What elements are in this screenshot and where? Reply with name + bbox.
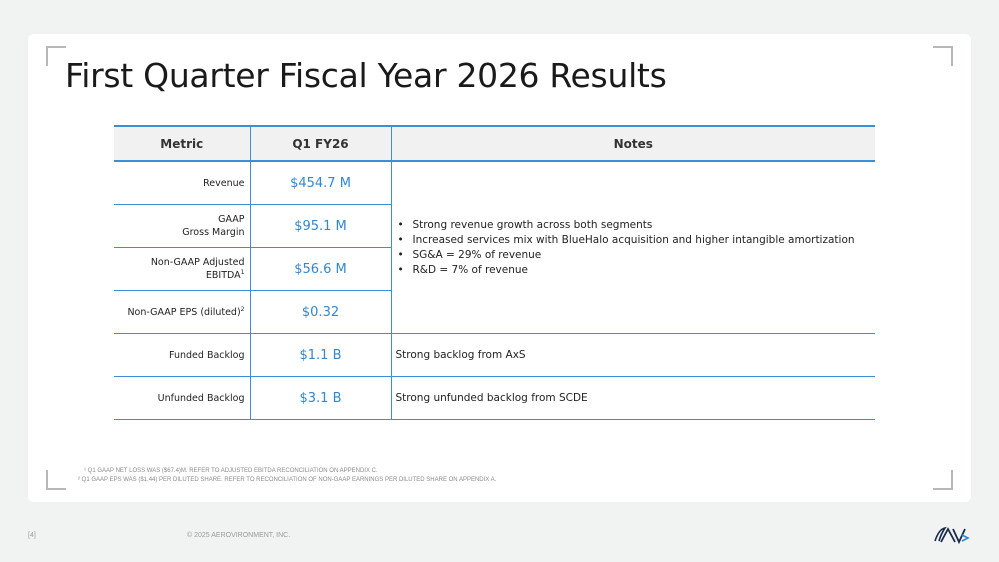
table-row: Revenue $454.7 M Strong revenue growth a… <box>114 161 875 334</box>
corner-bracket-top-left <box>46 46 66 66</box>
corner-bracket-bottom-right <box>933 470 953 490</box>
metric-gaap-gross-margin: GAAP Gross Margin <box>114 204 251 248</box>
corner-bracket-bottom-left <box>46 470 66 490</box>
footnotes: ¹ Q1 GAAP NET LOSS WAS ($67.4)M. REFER T… <box>78 467 496 485</box>
header-notes: Notes <box>391 125 875 162</box>
note-unfunded-backlog: Strong unfunded backlog from SCDE <box>391 376 875 420</box>
results-table: Metric Q1 FY26 Notes Revenue $454.7 M St… <box>114 125 875 420</box>
metric-non-gaap-eps: Non-GAAP EPS (diluted)2 <box>114 290 251 334</box>
note-item: SG&A = 29% of revenue <box>396 248 876 263</box>
footnote-ref: 1 <box>240 268 245 276</box>
header-metric: Metric <box>114 125 251 162</box>
av-logo-icon <box>934 526 970 545</box>
note-item: Increased services mix with BlueHalo acq… <box>396 233 876 248</box>
slide-title: First Quarter Fiscal Year 2026 Results <box>65 56 667 95</box>
footnote-2: ² Q1 GAAP EPS WAS ($1.44) PER DILUTED SH… <box>78 477 497 483</box>
metric-revenue: Revenue <box>114 161 251 205</box>
metric-funded-backlog: Funded Backlog <box>114 333 251 377</box>
value-funded-backlog: $1.1 B <box>250 333 392 377</box>
value-gaap-gross-margin: $95.1 M <box>250 204 392 248</box>
copyright: © 2025 AEROVIRONMENT, INC. <box>187 532 291 539</box>
corner-bracket-top-right <box>933 46 953 66</box>
table-row: GAAP Gross Margin $95.1 M <box>114 204 875 248</box>
note-item: R&D = 7% of revenue <box>396 263 876 278</box>
table-row: Non-GAAP EPS (diluted)2 $0.32 <box>114 290 875 334</box>
slide-card: First Quarter Fiscal Year 2026 Results M… <box>28 34 971 502</box>
metric-label: Non-GAAP EPS (diluted) <box>127 306 241 318</box>
metric-line: EBITDA <box>205 270 241 281</box>
value-revenue: $454.7 M <box>250 161 392 205</box>
table-row: Non-GAAP Adjusted EBITDA1 $56.6 M <box>114 247 875 291</box>
value-non-gaap-adjusted-ebitda: $56.6 M <box>250 247 392 291</box>
table-row: Unfunded Backlog $3.1 B Strong unfunded … <box>114 376 875 420</box>
notes-list: Strong revenue growth across both segmen… <box>396 218 876 278</box>
footnote-1: ¹ Q1 GAAP NET LOSS WAS ($67.4)M. REFER T… <box>84 468 378 474</box>
note-funded-backlog: Strong backlog from AxS <box>391 333 875 377</box>
table-header-row: Metric Q1 FY26 Notes <box>114 125 875 162</box>
metric-line: Gross Margin <box>182 227 245 238</box>
metric-non-gaap-adjusted-ebitda: Non-GAAP Adjusted EBITDA1 <box>114 247 251 291</box>
metric-line: GAAP <box>218 214 245 225</box>
value-unfunded-backlog: $3.1 B <box>250 376 392 420</box>
metric-line: Non-GAAP Adjusted <box>150 257 245 268</box>
metric-unfunded-backlog: Unfunded Backlog <box>114 376 251 420</box>
note-item: Strong revenue growth across both segmen… <box>396 218 876 233</box>
page-number: [4] <box>28 532 36 539</box>
table-row: Funded Backlog $1.1 B Strong backlog fro… <box>114 333 875 377</box>
footnote-ref: 2 <box>240 305 245 313</box>
shared-notes-cell: Strong revenue growth across both segmen… <box>391 161 875 334</box>
header-q1-fy26: Q1 FY26 <box>250 125 392 162</box>
value-non-gaap-eps: $0.32 <box>250 290 392 334</box>
